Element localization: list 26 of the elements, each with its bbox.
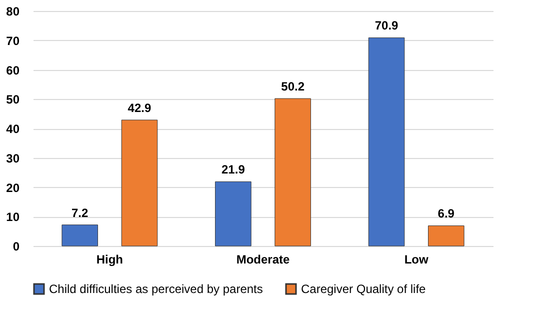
data-label: 7.2: [72, 206, 89, 220]
x-tick-label: High: [96, 252, 124, 266]
legend-label: Caregiver Quality of life: [301, 282, 426, 296]
data-label: 21.9: [222, 162, 246, 177]
y-tick-label: 20: [6, 180, 20, 195]
y-tick-label: 50: [6, 92, 20, 107]
bar: [368, 37, 405, 246]
y-tick-label: 0: [12, 240, 20, 254]
y-tick-label: 10: [6, 210, 20, 224]
bar: [428, 225, 464, 246]
y-tick-label: 80: [6, 4, 20, 18]
y-tick-label: 70: [6, 34, 20, 48]
x-tick-label: Low: [404, 252, 429, 266]
y-tick-label: 60: [6, 63, 20, 78]
y-tick-label: 40: [6, 122, 20, 136]
bar: [62, 224, 98, 246]
legend-label: Child difficulties as perceived by parents: [49, 282, 263, 296]
y-tick-label: 30: [6, 151, 20, 166]
data-label: 50.2: [281, 80, 305, 94]
bar: [274, 98, 311, 246]
bar: [121, 120, 158, 246]
bar: [215, 181, 252, 246]
data-label: 42.9: [128, 100, 152, 115]
data-label: 70.9: [374, 18, 399, 33]
data-label: 6.9: [438, 206, 455, 221]
x-tick-label: Moderate: [236, 252, 290, 266]
